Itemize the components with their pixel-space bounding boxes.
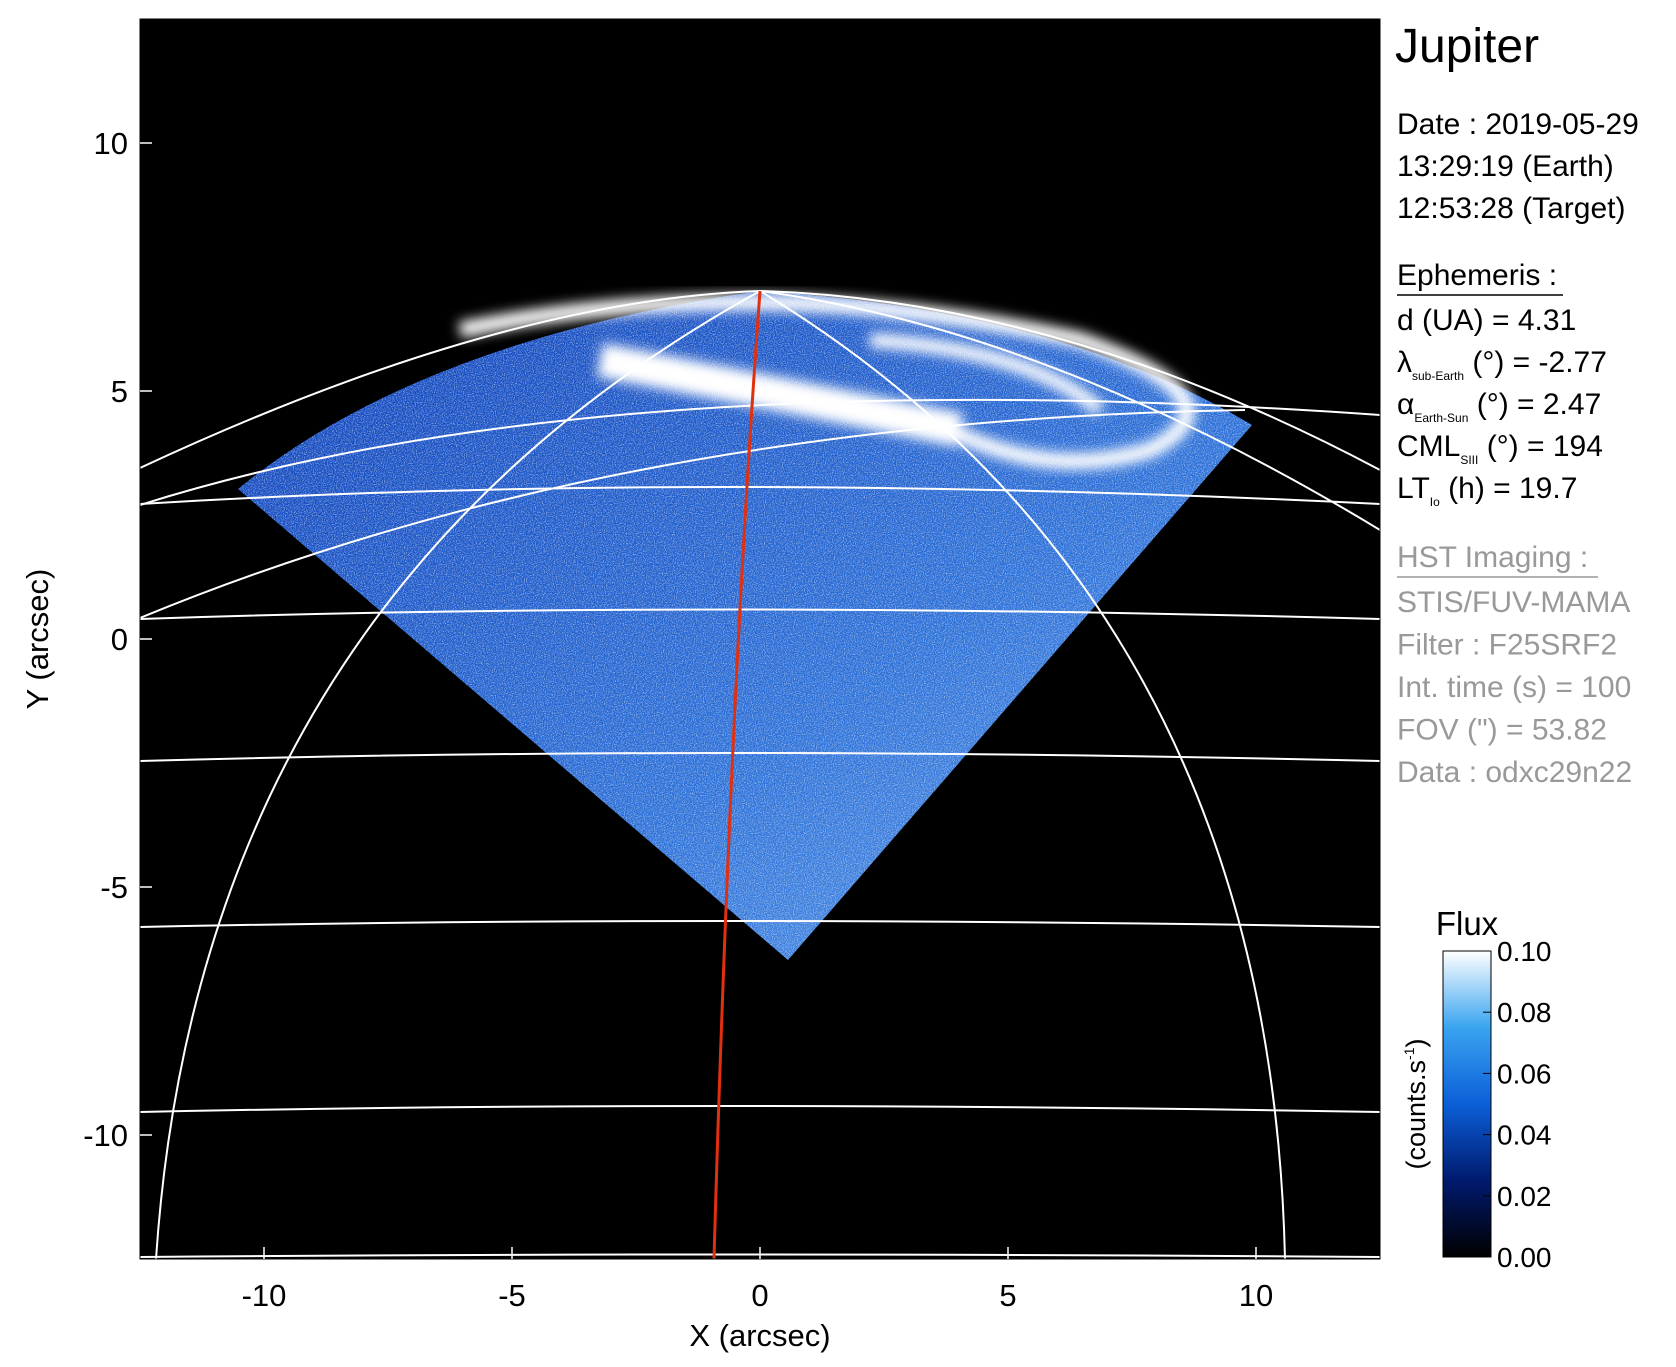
x-tick-label: 10	[1239, 1278, 1273, 1313]
y-tick-label: 0	[111, 622, 128, 657]
panel-title: Jupiter	[1395, 20, 1539, 73]
colorbar-tick-label: 0.02	[1497, 1181, 1552, 1212]
colorbar-tick-label: 0.04	[1497, 1120, 1552, 1151]
ephemeris-sub: SIII	[1460, 453, 1478, 467]
ephemeris-title: Ephemeris :	[1397, 259, 1557, 292]
colorbar-label-sup: -1	[1401, 1047, 1417, 1060]
ephemeris-line: LTIo (h) = 19.7	[1397, 472, 1577, 509]
ephemeris-main: d (UA) = 4.31	[1397, 304, 1576, 337]
imaging-line: Data : odxc29n22	[1397, 756, 1632, 789]
ephemeris-sub: Earth-Sun	[1414, 411, 1468, 425]
ephemeris-line: CMLSIII (°) = 194	[1397, 430, 1603, 467]
y-tick-label: 5	[111, 374, 128, 409]
ephemeris-rest: (°) = -2.77	[1464, 346, 1607, 379]
ephemeris-main: LT	[1397, 472, 1430, 505]
imaging-title: HST Imaging :	[1397, 541, 1588, 574]
ephemeris-main: λ	[1397, 346, 1412, 379]
ephemeris-rest: (°) = 2.47	[1468, 388, 1601, 421]
planet-grid	[140, 289, 1380, 1259]
ephemeris-main: CML	[1397, 430, 1460, 463]
ephemeris-line: λsub-Earth (°) = -2.77	[1397, 346, 1607, 383]
y-tick-label: -10	[83, 1118, 128, 1153]
ephemeris-sub: sub-Earth	[1412, 369, 1464, 383]
imaging-line: FOV (") = 53.82	[1397, 714, 1607, 747]
x-tick-label: -10	[242, 1278, 287, 1313]
x-tick-label: 5	[999, 1278, 1016, 1313]
date-line: 13:29:19 (Earth)	[1397, 150, 1614, 183]
date-line: Date : 2019-05-29	[1397, 108, 1639, 141]
imaging-line: Filter : F25SRF2	[1397, 629, 1617, 662]
x-axis-label: X (arcsec)	[689, 1318, 830, 1353]
colorbar-label: (counts.s-1)	[1401, 1039, 1431, 1170]
colorbar-tick-label: 0.08	[1497, 997, 1552, 1028]
colorbar-tick-label: 0.06	[1497, 1058, 1552, 1089]
x-tick-label: 0	[751, 1278, 768, 1313]
plot-area	[140, 19, 1380, 1259]
date-line: 12:53:28 (Target)	[1397, 192, 1625, 225]
colorbar-tick-label: 0.00	[1497, 1242, 1552, 1273]
colorbar-title: Flux	[1436, 905, 1499, 942]
ephemeris-rest: (h) = 19.7	[1440, 472, 1578, 505]
y-axis-label: Y (arcsec)	[20, 569, 55, 710]
ephemeris-sub: Io	[1430, 495, 1440, 509]
image-noise	[238, 291, 1252, 960]
central-meridian	[712, 290, 762, 1259]
ephemeris-line: αEarth-Sun (°) = 2.47	[1397, 388, 1601, 425]
colorbar-label-end: )	[1401, 1039, 1431, 1048]
ephemeris-main: α	[1397, 388, 1414, 421]
y-tick-label: 10	[94, 126, 128, 161]
y-tick-label: -5	[100, 870, 128, 905]
colorbar-tick-label: 0.10	[1497, 936, 1552, 967]
colorbar	[1442, 950, 1492, 1258]
colorbar-label-text: (counts.s	[1401, 1060, 1431, 1170]
ephemeris-line: d (UA) = 4.31	[1397, 304, 1576, 337]
ephemeris-rest: (°) = 194	[1478, 430, 1603, 463]
imaging-line: Int. time (s) = 100	[1397, 671, 1631, 704]
x-tick-label: -5	[498, 1278, 526, 1313]
imaging-line: STIS/FUV-MAMA	[1397, 586, 1630, 619]
